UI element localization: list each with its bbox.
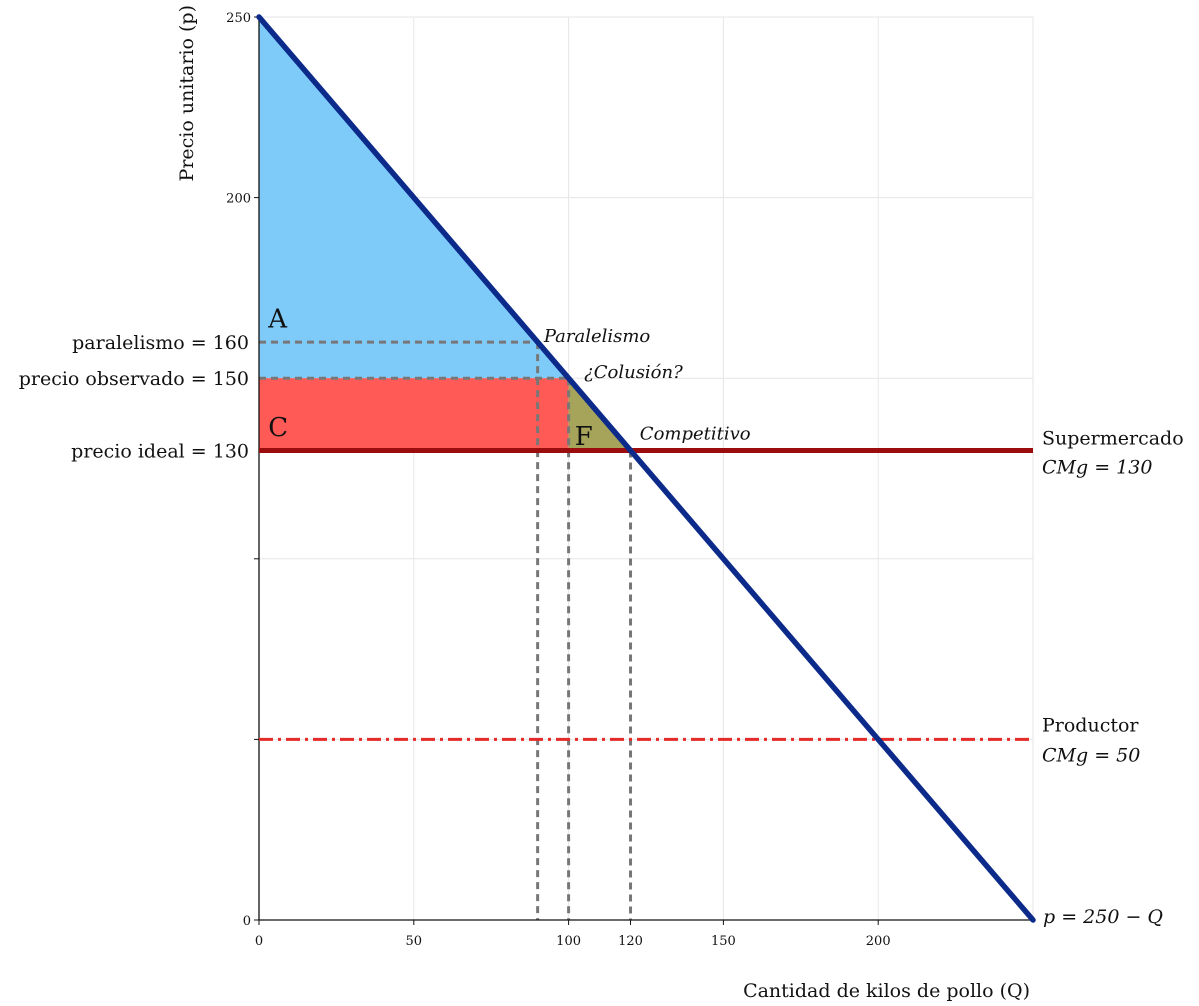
labels: 0 50 100 120 150 200 0 200 250 paralelismo = 160 p… [19, 5, 1184, 1002]
y-tick-label: 250 [226, 11, 251, 26]
annotation-label: Competitivo [640, 424, 751, 445]
price-level-label: paralelismo = 160 [72, 332, 249, 354]
x-axis-title: Cantidad de kilos de pollo (Q) [743, 980, 1030, 1002]
x-tick-label: 150 [711, 934, 736, 949]
supermercado-label: Supermercado [1042, 427, 1184, 449]
supermercado-cmg-label: CMg = 130 [1042, 456, 1152, 478]
annotation-label: Paralelismo [543, 326, 651, 347]
area-c [259, 378, 569, 451]
x-tick-label: 120 [618, 934, 643, 949]
price-level-label: precio ideal = 130 [71, 440, 249, 462]
y-tick-label: 0 [243, 914, 251, 929]
axes [254, 16, 1033, 925]
price-level-label: precio observado = 150 [19, 368, 249, 390]
area-a-label: A [267, 305, 288, 335]
series-lines [256, 14, 1036, 923]
y-axis-title: Precio unitario (p) [176, 5, 198, 181]
x-tick-label: 200 [866, 934, 891, 949]
x-tick-label: 100 [556, 934, 581, 949]
demand-line [256, 14, 1036, 923]
x-tick-label: 50 [406, 934, 423, 949]
productor-cmg-label: CMg = 50 [1042, 744, 1140, 766]
demand-label: p = 250 − Q [1043, 906, 1163, 928]
area-f-label: F [575, 422, 593, 452]
x-tick-label: 0 [255, 934, 263, 949]
productor-label: Productor [1042, 714, 1139, 736]
annotation-label: ¿Colusión? [584, 362, 683, 383]
guide-lines [259, 340, 633, 920]
y-tick-label: 200 [226, 192, 251, 207]
area-c-label: C [268, 413, 288, 443]
